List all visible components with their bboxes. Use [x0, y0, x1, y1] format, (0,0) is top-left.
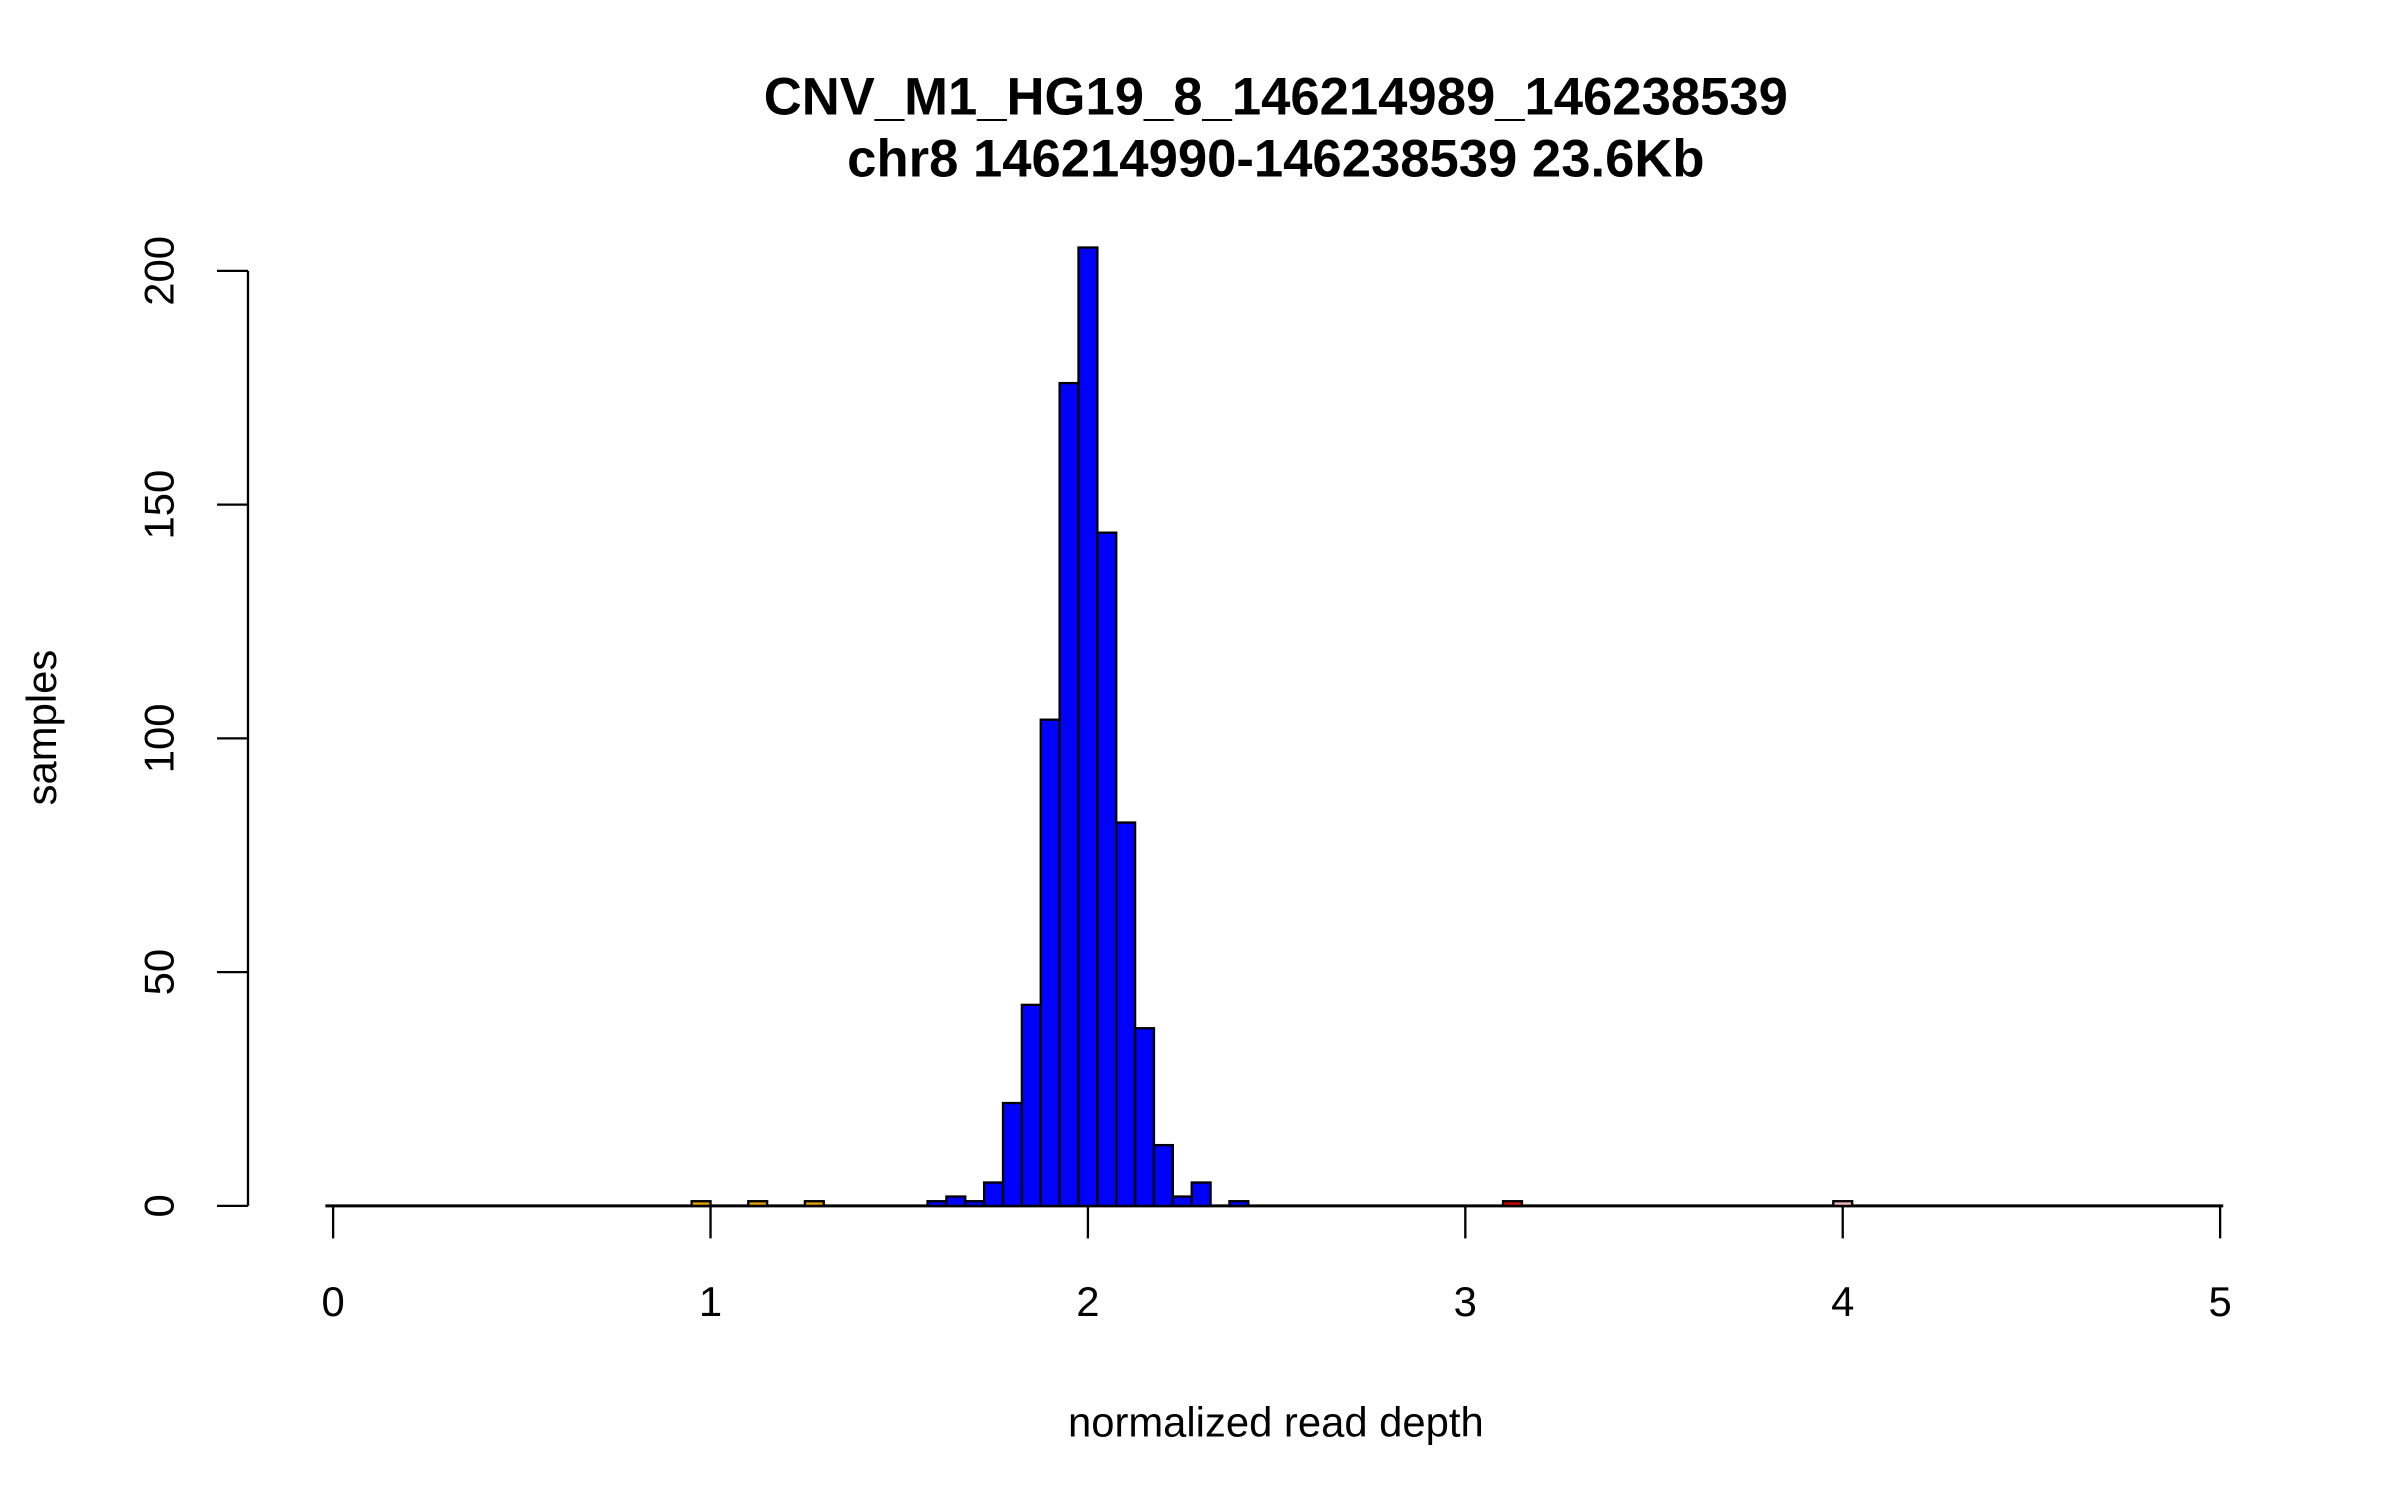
x-tick-label: 0 [322, 1278, 345, 1325]
y-tick-label: 100 [136, 704, 183, 774]
y-axis-label: samples [18, 650, 65, 806]
histogram-bar [1039, 718, 1061, 1208]
x-tick-label: 4 [1831, 1278, 1854, 1325]
x-tick-label: 3 [1454, 1278, 1477, 1325]
y-tick-label: 150 [136, 470, 183, 540]
histogram-bar [1096, 531, 1118, 1208]
histogram-bar [1020, 1003, 1042, 1208]
y-tick-label: 50 [136, 949, 183, 995]
x-tick-label: 1 [699, 1278, 722, 1325]
y-tick-label: 0 [136, 1194, 183, 1217]
histogram-bar [982, 1181, 1005, 1208]
histogram-bar [1058, 381, 1080, 1208]
x-tick-label: 5 [2208, 1278, 2231, 1325]
histogram-bar [1115, 821, 1137, 1208]
histogram-bar [1133, 1027, 1156, 1208]
histogram-bar [1228, 1200, 1250, 1208]
chart-title: CNV_M1_HG19_8_146214989_146238539 [764, 68, 1788, 127]
y-tick-label: 200 [136, 236, 183, 306]
histogram-bar [964, 1200, 986, 1208]
histogram-bar [1832, 1200, 1854, 1208]
histogram-bar [1001, 1101, 1024, 1208]
histogram-bar [747, 1200, 769, 1208]
histogram-bar [1501, 1200, 1524, 1208]
x-tick-label: 2 [1076, 1278, 1099, 1325]
chart-subtitle: chr8 146214990-146238539 23.6Kb [847, 129, 1704, 188]
histogram-bar [803, 1200, 825, 1208]
histogram-bar [1077, 246, 1099, 1208]
histogram-bar [945, 1195, 967, 1208]
histogram-bar [926, 1200, 948, 1208]
histogram-bar [1171, 1195, 1193, 1208]
histogram-bar [1190, 1181, 1212, 1208]
x-axis-label: normalized read depth [1068, 1399, 1484, 1446]
histogram-bar [690, 1200, 712, 1208]
histogram-bar [1152, 1143, 1175, 1208]
